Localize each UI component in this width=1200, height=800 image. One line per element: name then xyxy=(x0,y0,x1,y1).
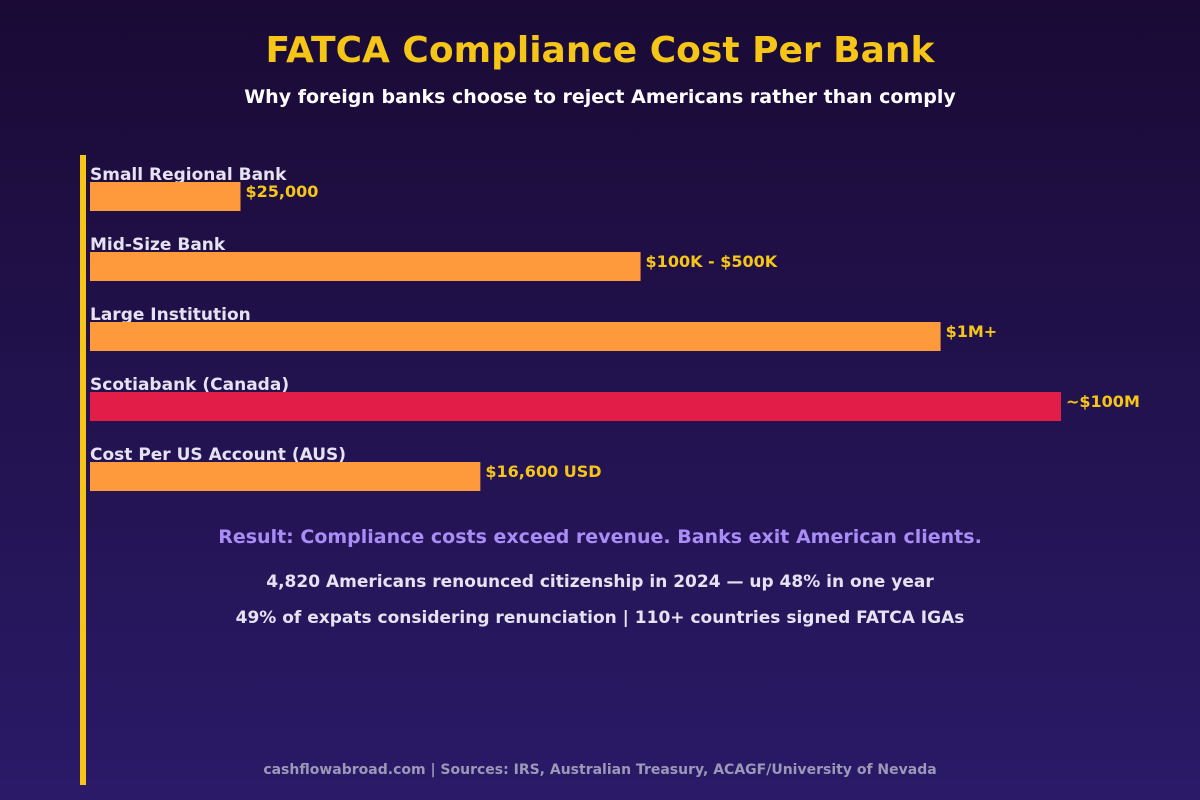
accent-divider xyxy=(80,155,86,785)
bar-category-label: Large Institution xyxy=(90,305,251,325)
footer-sources: cashflowabroad.com | Sources: IRS, Austr… xyxy=(263,762,937,778)
bar-category-label: Cost Per US Account (AUS) xyxy=(90,445,346,465)
result-text: Result: Compliance costs exceed revenue.… xyxy=(218,526,982,548)
bar xyxy=(90,392,1061,421)
bar-value-label: $1M+ xyxy=(946,322,998,341)
bar xyxy=(90,252,641,281)
bar-category-label: Small Regional Bank xyxy=(90,165,287,185)
bar xyxy=(90,322,941,351)
stat-line-renunciations: 4,820 Americans renounced citizenship in… xyxy=(266,572,934,592)
bar-value-label: $100K - $500K xyxy=(646,252,778,271)
bar-category-label: Mid-Size Bank xyxy=(90,235,226,255)
bar-category-label: Scotiabank (Canada) xyxy=(90,375,289,395)
bar-value-label: $16,600 USD xyxy=(485,462,601,481)
bar xyxy=(90,462,481,491)
chart-title: FATCA Compliance Cost Per Bank xyxy=(265,30,935,71)
bar-value-label: $25,000 xyxy=(246,182,319,201)
bar xyxy=(90,182,241,211)
bar-value-label: ~$100M xyxy=(1066,392,1140,411)
chart-subtitle: Why foreign banks choose to reject Ameri… xyxy=(244,86,956,108)
stat-line-expats: 49% of expats considering renunciation |… xyxy=(235,608,965,628)
